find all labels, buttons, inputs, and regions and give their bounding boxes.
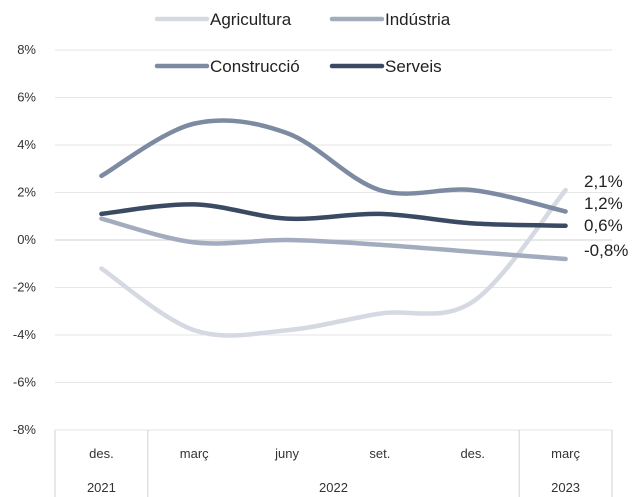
legend-item: Indústria <box>329 10 451 29</box>
x-tick-label: des. <box>89 446 114 461</box>
y-tick-label: 2% <box>17 185 36 200</box>
x-tick-label: set. <box>369 446 390 461</box>
end-value-label: 0,6% <box>584 216 623 235</box>
x-axis: des. març juny set. des. març 2021 2022 2023 <box>54 430 613 497</box>
y-tick-label: 0% <box>17 232 36 247</box>
series-line-serveis <box>99 202 568 228</box>
series-line-construcció <box>99 118 568 214</box>
y-tick-label: -6% <box>13 375 37 390</box>
legend-label: Indústria <box>385 10 451 29</box>
legend: Agricultura Indústria Construcció Serveis <box>154 10 451 76</box>
legend-label: Serveis <box>385 57 442 76</box>
series-lines <box>99 118 568 338</box>
end-value-label: 2,1% <box>584 172 623 191</box>
legend-label: Agricultura <box>210 10 292 29</box>
legend-label: Construcció <box>210 57 300 76</box>
y-tick-label: -2% <box>13 280 37 295</box>
legend-item: Agricultura <box>154 10 292 29</box>
y-tick-label: -8% <box>13 422 37 437</box>
x-tick-label: març <box>180 446 209 461</box>
y-tick-label: 6% <box>17 90 36 105</box>
end-labels: 2,1% 1,2% 0,6% -0,8% <box>584 172 628 260</box>
year-label: 2021 <box>87 480 116 495</box>
series-line-indústria <box>99 216 568 262</box>
x-tick-label: juny <box>274 446 299 461</box>
year-label: 2022 <box>319 480 348 495</box>
y-tick-label: 4% <box>17 137 36 152</box>
legend-item: Construcció <box>154 57 300 76</box>
y-tick-label: -4% <box>13 327 37 342</box>
legend-item: Serveis <box>329 57 442 76</box>
end-value-label: -0,8% <box>584 241 628 260</box>
y-tick-label: 8% <box>17 42 36 57</box>
year-label: 2023 <box>551 480 580 495</box>
x-tick-label: març <box>551 446 580 461</box>
end-value-label: 1,2% <box>584 194 623 213</box>
series-line-agricultura <box>99 187 568 338</box>
x-tick-label: des. <box>460 446 485 461</box>
